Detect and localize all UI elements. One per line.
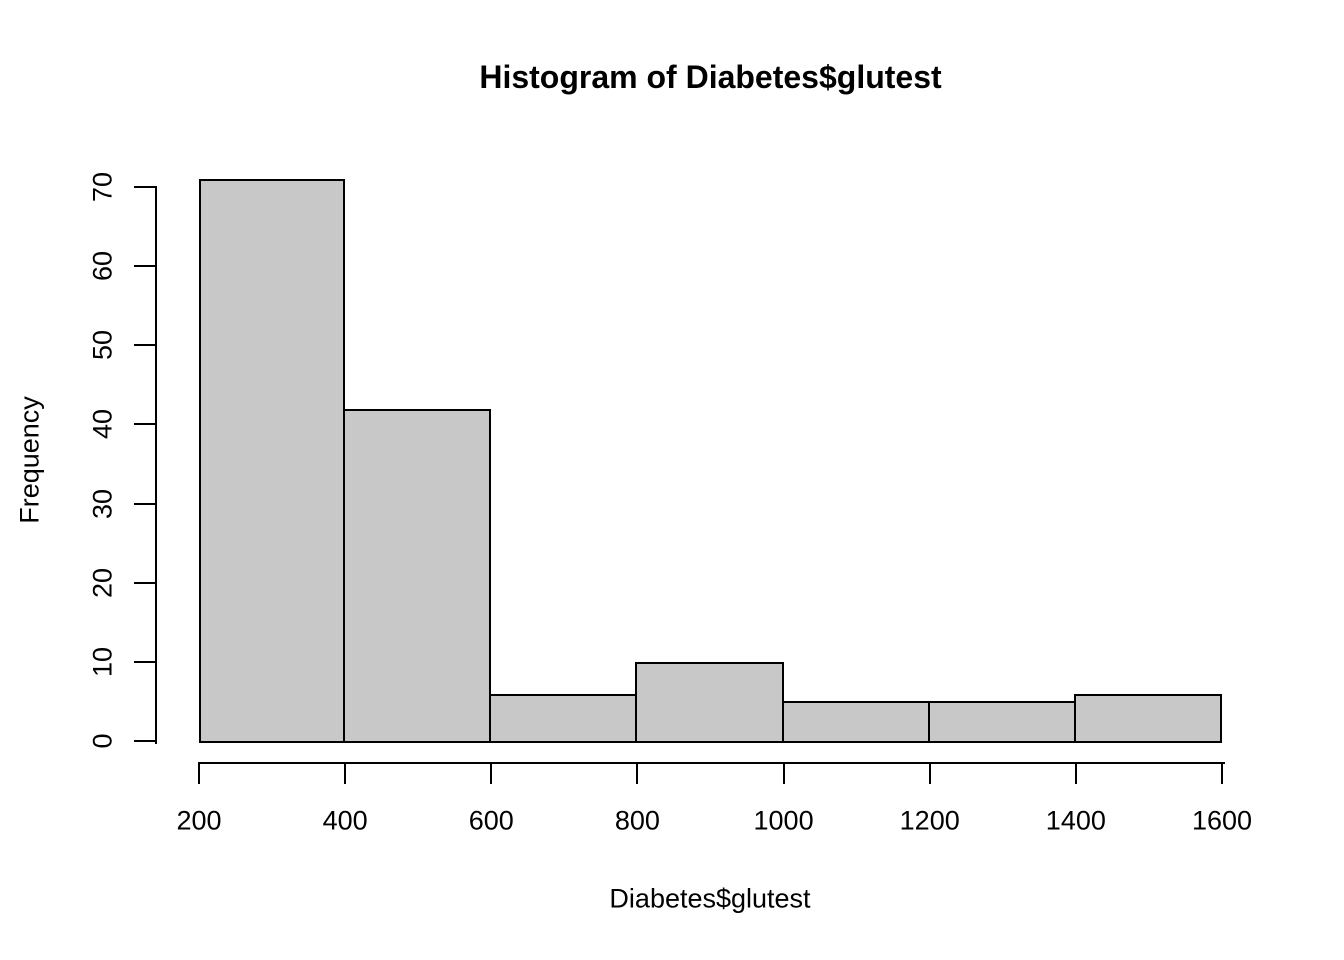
y-tick-label-text: 40 [87,409,118,440]
y-axis-tick [134,265,155,268]
y-tick-label-text: 30 [87,488,118,519]
y-axis-title-text: Frequency [14,396,45,524]
y-axis-tick [134,740,155,742]
y-axis-tick [134,423,155,426]
x-tick-label-text: 200 [176,805,222,836]
x-tick-label-text: 1400 [1045,805,1106,836]
y-axis-tick [134,344,155,347]
y-axis-tick [134,502,155,505]
x-axis-tick [198,763,200,784]
x-axis-tick [344,763,347,784]
x-tick-label-text: 1600 [1191,805,1253,836]
y-tick-label-text: 20 [87,567,118,598]
chart-title: Histogram of Diabetes$glutest [479,59,942,95]
histogram-bar [781,701,930,743]
x-tick-label-text: 1200 [899,805,960,836]
y-tick-label-text: 0 [87,733,118,749]
y-tick-label-text: 10 [87,646,118,677]
x-axis-tick [1074,763,1077,784]
x-axis-tick [636,763,639,784]
y-axis-tick [134,660,155,663]
histogram-bar [199,179,346,743]
x-tick-label-text: 1000 [753,805,814,836]
x-tick-label-text: 800 [614,805,660,836]
x-axis-tick [928,763,931,784]
histogram-bar [1073,693,1222,743]
y-axis-tick [134,186,155,188]
x-axis-title-text: Diabetes$glutest [609,883,811,914]
y-axis-tick [134,581,155,584]
y-tick-label-text: 50 [87,330,118,361]
y-tick-label-text: 60 [87,251,118,282]
x-axis-tick [1221,763,1223,784]
x-tick-label-text: 600 [468,805,514,836]
histogram-bar [489,693,638,743]
y-tick-label-text: 70 [87,171,118,203]
y-axis-line [155,186,157,744]
x-axis-tick [490,763,493,784]
x-axis-line [198,762,1225,764]
histogram-bar [927,701,1076,743]
histogram-bar [343,408,492,743]
histogram-bar [635,661,784,743]
x-tick-label-text: 400 [322,805,368,836]
x-axis-tick [782,763,785,784]
